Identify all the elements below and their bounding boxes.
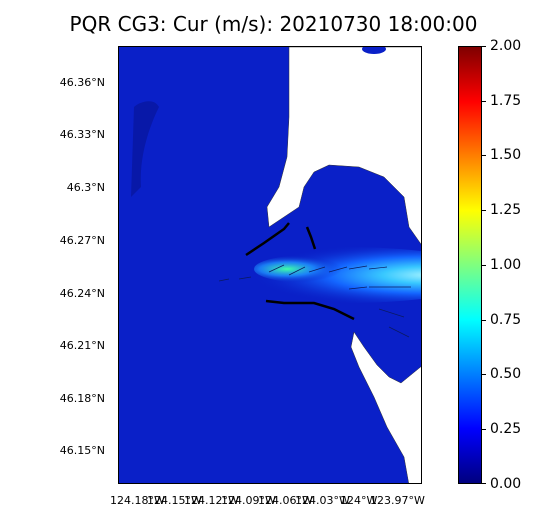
jetty-spur	[305, 226, 317, 250]
colorbar-tick-label: 2.00	[490, 38, 522, 54]
colorbar-tick-label: 0.50	[490, 366, 522, 382]
lat-tick-label: 46.15°N	[59, 444, 105, 457]
colorbar-tick-label: 0.00	[490, 476, 522, 492]
colorbar-tick-mark	[482, 155, 486, 156]
south-jetty	[265, 299, 355, 321]
north-headland	[266, 47, 421, 245]
lon-tick-label: 124.06°W	[258, 494, 313, 507]
colorbar-tick-mark	[482, 374, 486, 375]
colorbar-tick-mark	[482, 101, 486, 102]
lat-tick-label: 46.21°N	[59, 339, 105, 352]
current-vectors	[218, 264, 411, 338]
lon-tick-label: 124.03°W	[295, 494, 350, 507]
lat-tick-label: 46.24°N	[59, 287, 105, 300]
lat-tick-label: 46.36°N	[59, 76, 105, 89]
colorbar-tick-mark	[482, 320, 486, 321]
colorbar-tick-label: 0.25	[490, 421, 522, 437]
colorbar-tick-label: 1.75	[490, 93, 522, 109]
colorbar-tick-mark	[482, 210, 486, 211]
colorbar-tick-mark	[482, 429, 486, 430]
colorbar	[458, 46, 482, 484]
lat-tick-label: 46.18°N	[59, 392, 105, 405]
map-title: PQR CG3: Cur (m/s): 20210730 18:00:00	[69, 12, 478, 36]
shoal-area	[131, 101, 159, 197]
colorbar-tick-label: 1.25	[490, 202, 522, 218]
lon-tick-label: 124.15°W	[147, 494, 202, 507]
map-canvas	[119, 47, 421, 483]
colorbar-tick-label: 0.75	[490, 312, 522, 328]
lat-tick-label: 46.3°N	[66, 181, 105, 194]
colorbar-tick-mark	[482, 483, 486, 484]
jet-core	[254, 255, 364, 283]
lon-tick-label: 124.09°W	[221, 494, 276, 507]
colorbar-tick-label: 1.50	[490, 147, 522, 163]
lon-tick-label: 124.18°W	[110, 494, 165, 507]
lat-tick-label: 46.27°N	[59, 234, 105, 247]
colorbar-tick-mark	[482, 46, 486, 47]
south-headland	[350, 331, 421, 483]
colorbar-tick-mark	[482, 265, 486, 266]
north-jetty	[245, 222, 290, 257]
lon-tick-label: 123.97°W	[370, 494, 425, 507]
lon-tick-label: 124.12°W	[184, 494, 239, 507]
lat-tick-label: 46.33°N	[59, 128, 105, 141]
lon-tick-label: 124°W	[340, 494, 378, 507]
current-speed-map	[118, 46, 422, 484]
islet	[362, 47, 386, 54]
colorbar-tick-label: 1.00	[490, 257, 522, 273]
